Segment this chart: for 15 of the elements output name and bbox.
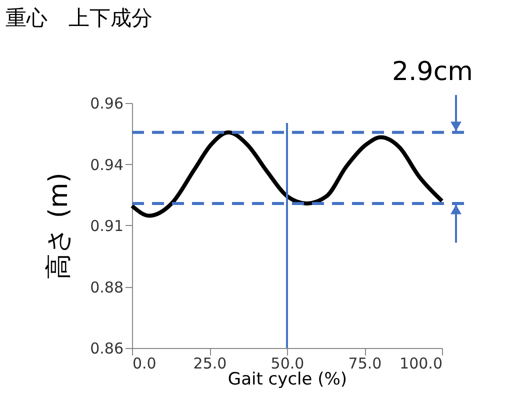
y-tick-label: 0.91 xyxy=(90,217,124,235)
x-tick-label: 25.0 xyxy=(193,354,227,372)
text: 2.9cm xyxy=(392,57,473,87)
y-axis-title: 高さ (m) xyxy=(44,172,74,280)
x-tick-label: 50.0 xyxy=(270,354,304,372)
y-tick-label: 0.88 xyxy=(90,278,124,296)
x-tick-label: 0.0 xyxy=(132,354,156,372)
x-tick-label: 100.0 xyxy=(400,354,442,372)
y-tick-label: 0.94 xyxy=(90,156,124,174)
line-series xyxy=(130,130,444,218)
chart-title: 重心 上下成分 xyxy=(6,6,153,30)
x-axis-title: Gait cycle (%) xyxy=(228,370,348,390)
y-tick-label: 0.86 xyxy=(90,340,124,358)
x-tick-label: 75.0 xyxy=(348,354,382,372)
y-tick-label: 0.96 xyxy=(90,94,124,112)
